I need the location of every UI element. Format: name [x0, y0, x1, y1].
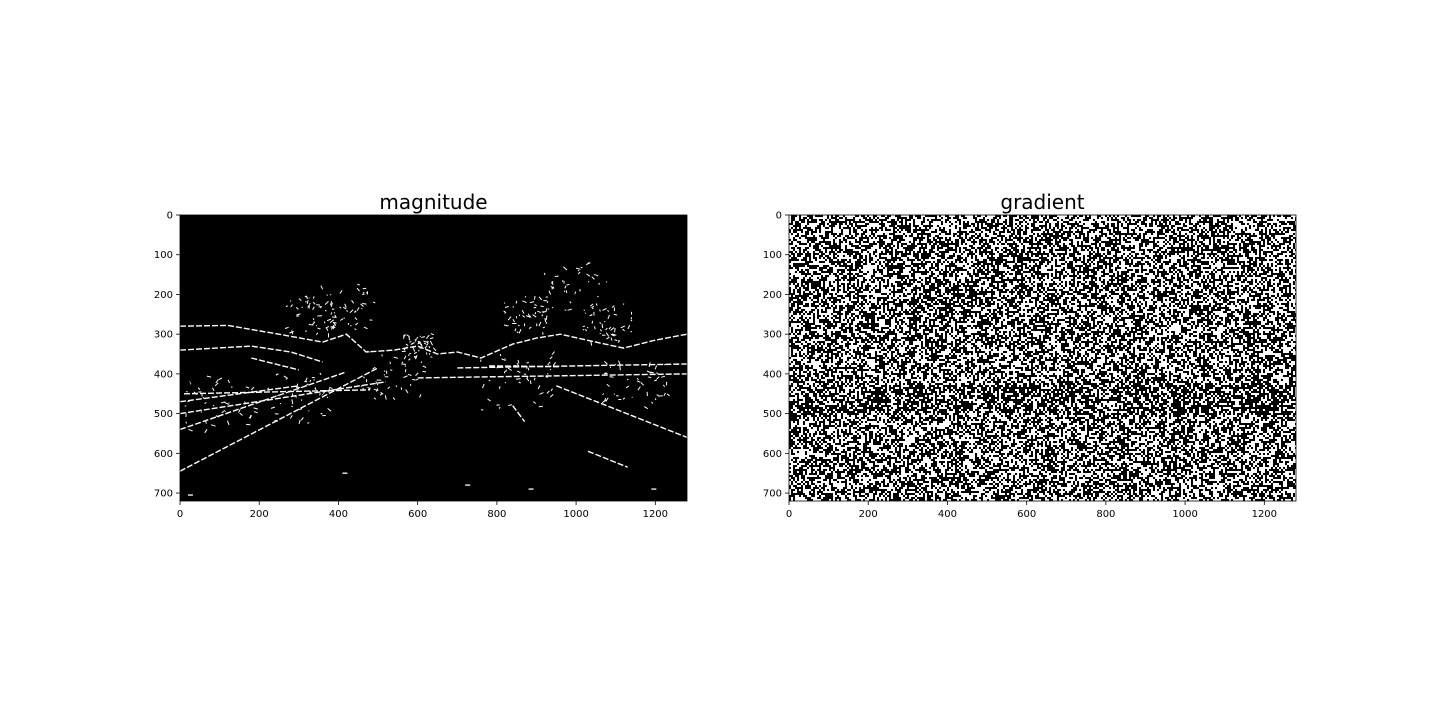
y-tick-label: 500: [763, 409, 782, 420]
y-tick-label: 400: [154, 369, 173, 380]
x-tick-label: 0: [177, 509, 183, 520]
y-tick-label: 700: [763, 489, 782, 500]
x-tick-label: 1200: [643, 509, 668, 520]
y-tick-label: 300: [763, 330, 782, 341]
y-tick-label: 100: [154, 250, 173, 261]
x-tick-label: 400: [329, 509, 348, 520]
y-tick-label: 100: [763, 250, 782, 261]
x-tick-label: 1000: [1172, 509, 1197, 520]
x-tick-label: 600: [1017, 509, 1036, 520]
x-tick-label: 800: [487, 509, 506, 520]
x-tick-label: 200: [859, 509, 878, 520]
gradient-axes: gradient 0 200 400 600 800 1000 1200 0 100 200 300 4…: [763, 190, 1297, 520]
y-tick-label: 200: [154, 290, 173, 301]
image-background: [180, 215, 687, 501]
y-tick-label: 0: [776, 211, 782, 222]
x-tick-label: 0: [786, 509, 792, 520]
y-tick-label: 300: [154, 330, 173, 341]
x-tick-label: 1200: [1252, 509, 1277, 520]
magnitude-axes: magnitude 0 200 400 600 800 1000 1200 0 100 200 300…: [154, 190, 692, 520]
y-tick-label: 500: [154, 409, 173, 420]
y-tick-label: 0: [167, 211, 173, 222]
x-tick-label: 600: [408, 509, 427, 520]
x-tick-label: 400: [938, 509, 957, 520]
x-tick-label: 800: [1096, 509, 1115, 520]
axes-title: magnitude: [379, 190, 487, 214]
y-tick-label: 600: [763, 449, 782, 460]
y-tick-label: 400: [763, 369, 782, 380]
y-tick-label: 700: [154, 489, 173, 500]
axes-title: gradient: [1000, 190, 1084, 214]
x-tick-label: 200: [250, 509, 269, 520]
y-tick-label: 600: [154, 449, 173, 460]
y-tick-label: 200: [763, 290, 782, 301]
x-tick-label: 1000: [563, 509, 588, 520]
